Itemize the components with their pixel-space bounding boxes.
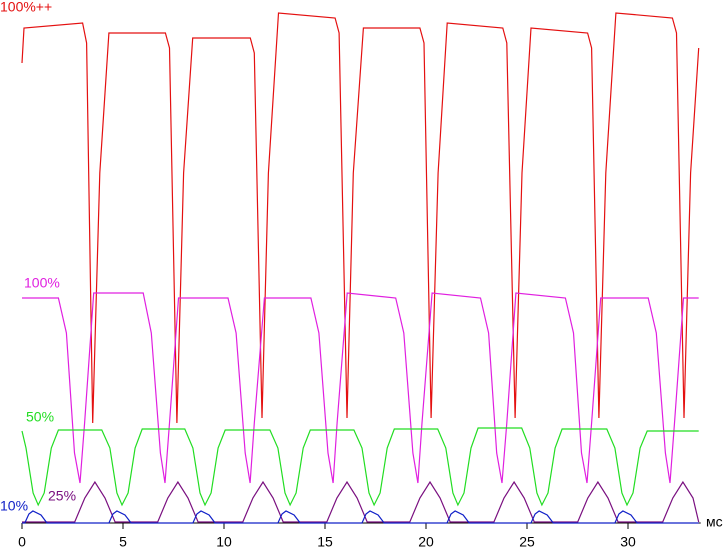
x-tick-label: 15 xyxy=(317,534,333,550)
x-tick-label: 25 xyxy=(519,534,535,550)
series-label: 100%++ xyxy=(0,0,52,15)
series-label: 25% xyxy=(48,488,76,504)
x-tick-label: 30 xyxy=(620,534,636,550)
series-line xyxy=(22,510,699,524)
x-tick-label: 0 xyxy=(18,534,26,550)
x-tick-label: 10 xyxy=(216,534,232,550)
x-tick-label: 5 xyxy=(119,534,127,550)
series-label: 50% xyxy=(26,409,54,425)
series-line xyxy=(21,427,699,507)
x-tick-label: 20 xyxy=(418,534,434,550)
series-label: 100% xyxy=(24,275,60,291)
series-line xyxy=(21,12,700,424)
series-line xyxy=(22,292,699,484)
x-axis-label: мс xyxy=(706,514,723,530)
series-label: 10% xyxy=(0,498,28,514)
series-line xyxy=(22,480,700,523)
